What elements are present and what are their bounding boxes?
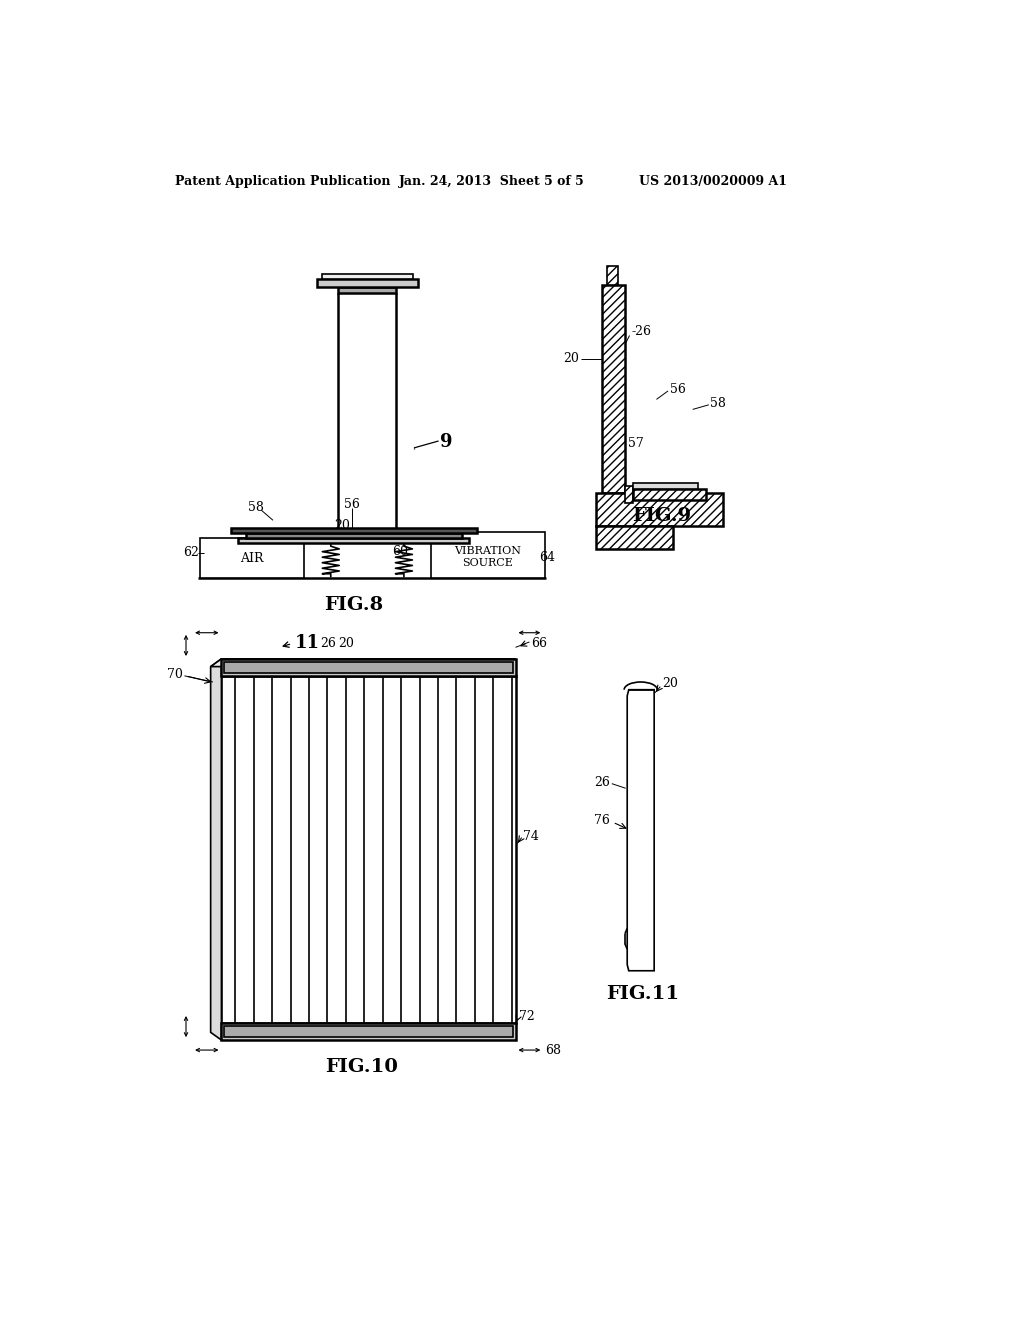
Text: FIG.8: FIG.8: [325, 597, 383, 614]
Text: 68: 68: [545, 1044, 561, 1056]
Text: 26: 26: [594, 776, 610, 788]
Text: 58: 58: [248, 502, 263, 515]
Text: 20: 20: [662, 677, 678, 690]
Text: 57: 57: [628, 437, 644, 450]
Bar: [316, 280, 418, 286]
Bar: [223, 1026, 513, 1038]
Text: 76: 76: [594, 814, 610, 828]
Bar: [596, 494, 723, 525]
Text: 58: 58: [711, 397, 726, 409]
Bar: [221, 676, 515, 1023]
Text: SOURCE: SOURCE: [463, 557, 513, 568]
Polygon shape: [211, 659, 515, 667]
Text: 70: 70: [167, 668, 183, 681]
Text: 56: 56: [344, 499, 360, 511]
Text: 72: 72: [519, 1010, 536, 1023]
Text: FIG.9: FIG.9: [632, 507, 691, 525]
Text: 9: 9: [440, 433, 453, 450]
Text: 66: 66: [531, 638, 547, 649]
Text: Jan. 24, 2013  Sheet 5 of 5: Jan. 24, 2013 Sheet 5 of 5: [398, 176, 585, 187]
Bar: [322, 275, 413, 280]
Text: 20: 20: [334, 519, 350, 532]
Text: 26: 26: [319, 638, 336, 649]
Bar: [596, 525, 673, 549]
Bar: [633, 483, 698, 488]
Text: 20: 20: [563, 352, 580, 366]
Text: FIG.11: FIG.11: [606, 985, 679, 1003]
Text: US 2013/0020009 A1: US 2013/0020009 A1: [639, 176, 786, 187]
Bar: [239, 539, 469, 544]
Text: 56: 56: [670, 383, 685, 396]
Bar: [633, 488, 706, 499]
Text: -26: -26: [631, 325, 651, 338]
Polygon shape: [628, 689, 654, 970]
Bar: [602, 285, 625, 494]
Bar: [339, 286, 396, 293]
Bar: [625, 486, 633, 503]
Text: 64: 64: [539, 550, 555, 564]
Text: 60: 60: [392, 545, 409, 557]
Text: Patent Application Publication: Patent Application Publication: [175, 176, 391, 187]
Bar: [223, 663, 513, 673]
Text: 11: 11: [295, 635, 319, 652]
Text: 20: 20: [339, 638, 354, 649]
Bar: [230, 528, 477, 533]
Bar: [221, 1023, 515, 1040]
Bar: [607, 267, 617, 285]
Text: 62: 62: [183, 546, 199, 560]
Polygon shape: [211, 659, 221, 1040]
Bar: [431, 532, 545, 578]
Text: VIBRATION: VIBRATION: [455, 546, 521, 556]
Bar: [246, 533, 462, 539]
Bar: [200, 539, 304, 578]
Text: 74: 74: [523, 829, 539, 842]
Text: FIG.10: FIG.10: [326, 1059, 398, 1076]
Text: AIR: AIR: [240, 552, 263, 565]
Bar: [221, 659, 515, 676]
